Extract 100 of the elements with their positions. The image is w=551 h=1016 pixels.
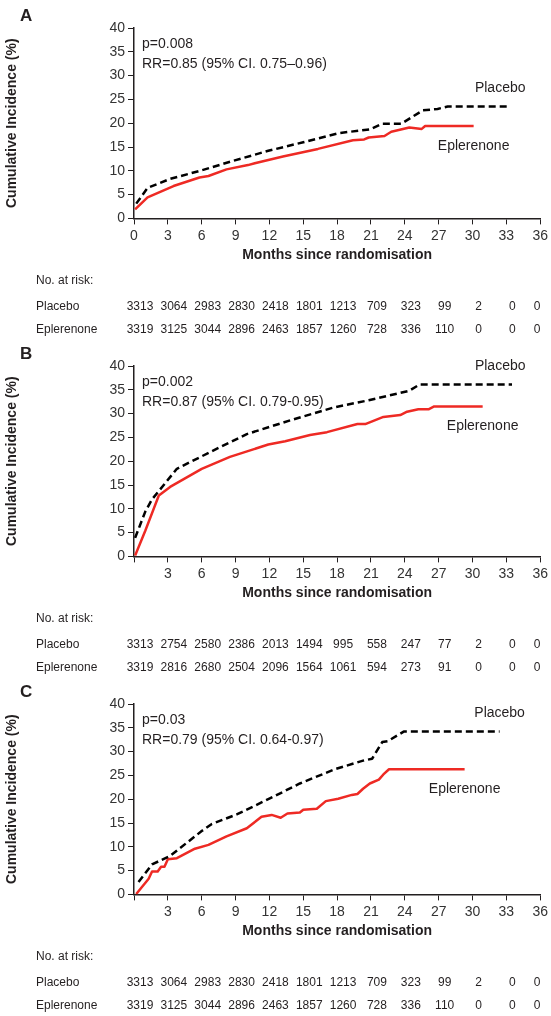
text: 2418 [262,298,290,313]
text: 0 [509,298,517,313]
x-tick-label: 9 [231,226,240,243]
text: 110 [435,997,455,1012]
text: 0 [509,636,517,651]
text: 2463 [262,321,290,336]
annotation: p=0.002 [142,372,194,389]
text: 1564 [295,659,323,674]
text: No. at risk: [36,272,94,287]
text: 0 [509,659,517,674]
text: 1494 [295,636,323,651]
y-tick-label: 0 [117,547,126,564]
text: 110 [435,321,455,336]
annotation: p=0.008 [142,34,194,51]
annotation: RR=0.79 (95% CI. 0.64-0.97) [142,730,324,747]
x-tick-label: 0 [130,226,139,243]
text: 3044 [194,321,222,336]
x-tick-label: 33 [498,564,515,581]
text: 1260 [329,997,357,1012]
text: 336 [400,321,422,336]
y-tick-label: 10 [109,161,126,178]
text: 3044 [194,997,222,1012]
y-tick-label: 40 [109,694,126,711]
x-tick-label: 15 [295,564,312,581]
text: 1801 [295,974,323,989]
text: 3319 [126,659,154,674]
x-tick-label: 33 [498,226,515,243]
x-tick-label: 24 [397,226,413,243]
text: 3125 [160,321,188,336]
y-tick-label: 40 [109,18,126,35]
series-label: Placebo [474,79,526,96]
text: 2096 [262,659,290,674]
y-tick-label: 20 [109,452,126,469]
y-axis-title: Cumulative Incidence (%) [3,376,20,546]
y-tick-label: 30 [109,66,126,83]
text: 2983 [194,298,222,313]
text: 2580 [194,636,222,651]
text: 0 [533,298,541,313]
text: 3313 [126,974,154,989]
text: 1857 [295,321,323,336]
text: 3319 [126,321,154,336]
text: 99 [437,974,452,989]
x-axis-title: Months since randomisation [242,584,433,601]
text: 0 [475,659,483,674]
x-tick-label: 27 [430,564,447,581]
text: 558 [366,636,388,651]
series-label: Eplerenone [437,136,510,153]
y-tick-label: 20 [109,790,126,807]
y-tick-label: 15 [109,475,126,492]
x-tick-label: 6 [197,902,206,919]
chart-title: B [20,343,33,363]
x-tick-label: 36 [532,226,549,243]
y-tick-label: 35 [109,42,126,59]
text: 323 [400,298,422,313]
text: 3064 [160,298,188,313]
text: 0 [509,974,517,989]
text: 594 [366,659,388,674]
text: 99 [437,298,452,313]
chart-title: A [20,5,33,25]
series-label: Eplerenone [446,417,519,434]
x-tick-label: 6 [197,564,206,581]
x-tick-label: 15 [295,902,312,919]
text: 2 [475,636,483,651]
y-tick-label: 30 [109,742,126,759]
y-tick-label: 15 [109,813,126,830]
text: 3125 [160,997,188,1012]
text: 728 [366,321,388,336]
x-tick-label: 12 [261,902,278,919]
line-series [137,730,501,884]
text: 77 [437,636,452,651]
text: Placebo [36,298,80,313]
text: 2983 [194,974,222,989]
x-tick-label: 24 [397,902,413,919]
text: 2 [475,974,483,989]
text: 336 [400,997,422,1012]
text: Placebo [36,636,80,651]
text: 1213 [329,298,357,313]
text: 2754 [160,636,188,651]
x-tick-label: 30 [464,226,481,243]
text: Eplerenone [36,321,98,336]
text: 709 [366,298,388,313]
text: 2896 [228,321,256,336]
y-tick-label: 5 [117,523,126,540]
text: 1801 [295,298,323,313]
text: Eplerenone [36,659,98,674]
y-tick-label: 5 [117,185,126,202]
x-tick-label: 21 [363,902,379,919]
y-tick-label: 0 [117,209,126,226]
text: 2830 [228,974,256,989]
x-tick-label: 36 [532,902,549,919]
text: 2896 [228,997,256,1012]
x-tick-label: 33 [498,902,515,919]
text: 0 [475,997,483,1012]
y-tick-label: 40 [109,356,126,373]
text: 3064 [160,974,188,989]
text: 995 [333,636,354,651]
y-axis-title: Cumulative Incidence (%) [3,714,20,884]
y-tick-label: 30 [109,404,126,421]
text: 728 [366,997,388,1012]
series-label: Placebo [474,704,526,721]
